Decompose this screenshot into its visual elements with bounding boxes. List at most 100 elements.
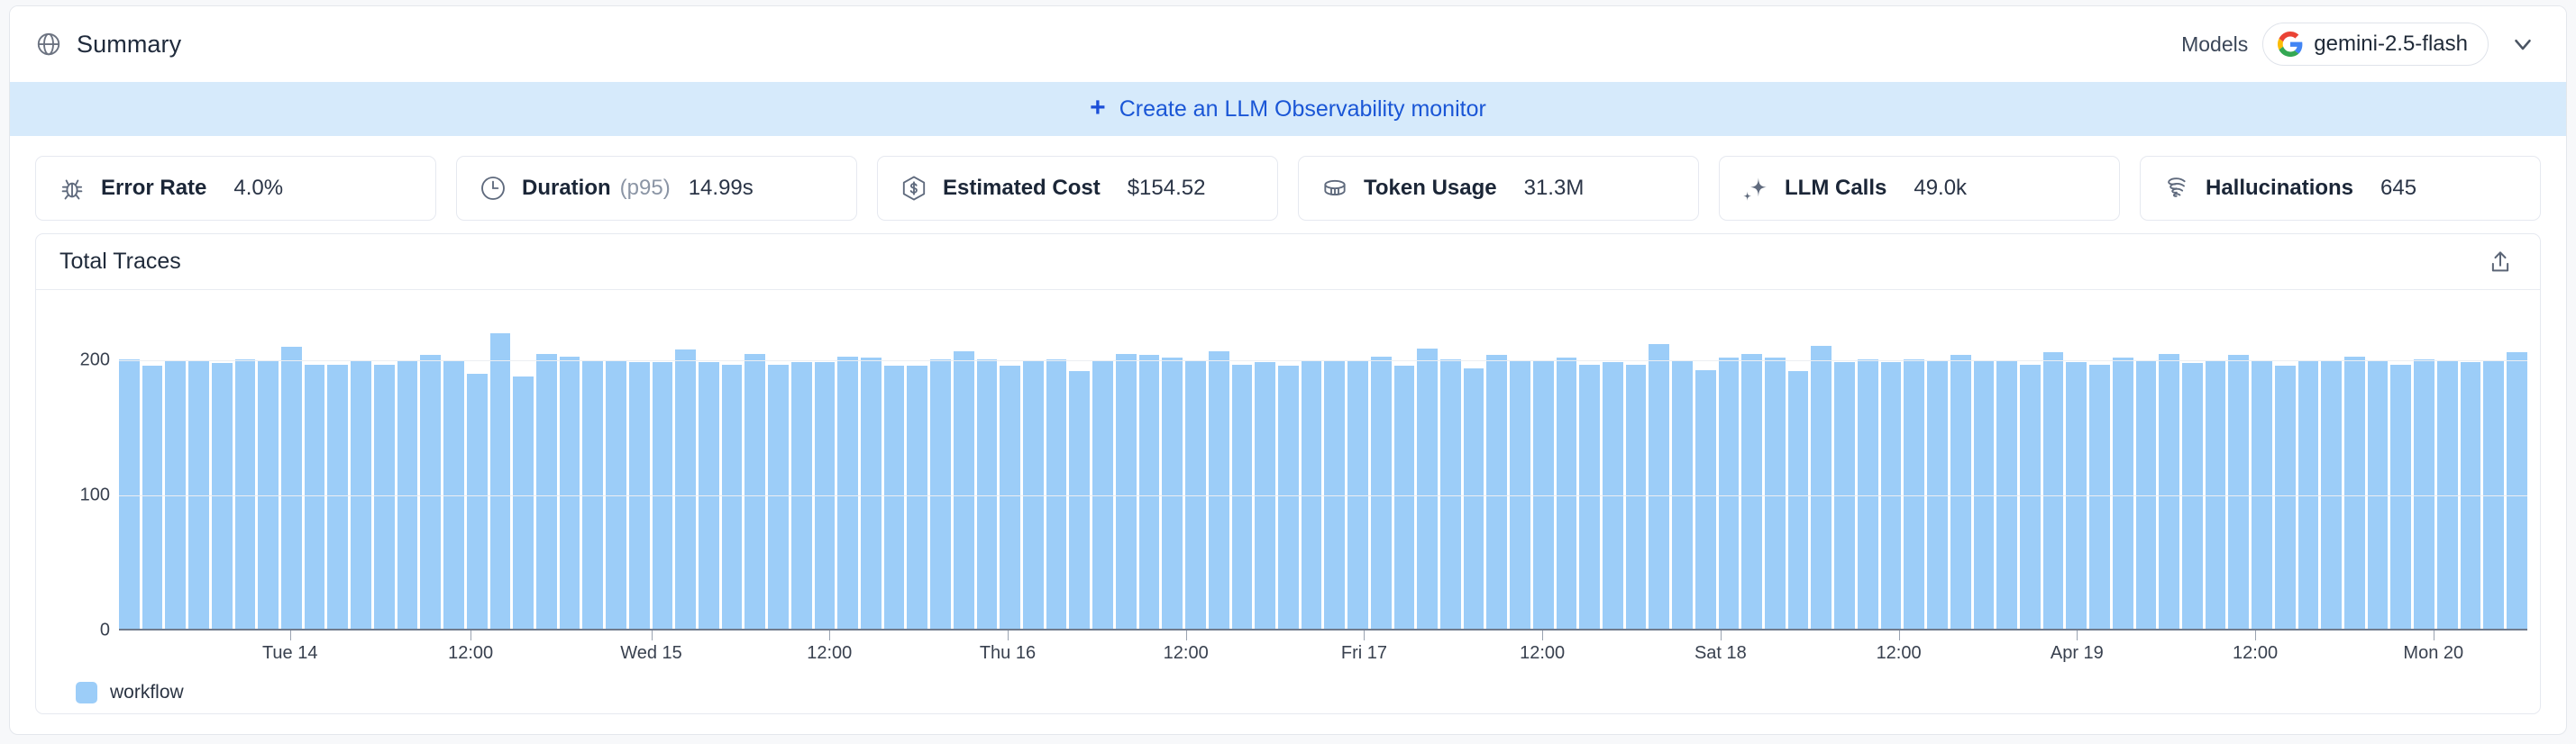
model-selector-chip[interactable]: gemini-2.5-flash — [2262, 23, 2489, 66]
bar[interactable] — [2228, 355, 2250, 631]
plus-icon: + — [1090, 93, 1106, 122]
bar[interactable] — [768, 364, 789, 631]
bar[interactable] — [513, 377, 534, 631]
bar[interactable] — [2390, 364, 2412, 631]
bar[interactable] — [883, 366, 905, 631]
x-axis-tick-label: Tue 14 — [261, 643, 318, 663]
bar[interactable] — [281, 347, 302, 631]
page-title: Summary — [77, 30, 182, 58]
bar[interactable] — [420, 355, 442, 631]
bar[interactable] — [1417, 348, 1438, 631]
gridline — [119, 360, 2527, 361]
metric-value: 4.0% — [233, 176, 284, 200]
metric-card-hallucinations[interactable]: Hallucinations 645 — [2140, 156, 2541, 221]
bar[interactable] — [1625, 364, 1647, 631]
bar[interactable] — [535, 353, 557, 631]
bar[interactable] — [1694, 369, 1716, 631]
create-monitor-banner[interactable]: + Create an LLM Observability monitor — [10, 82, 2566, 136]
bar[interactable] — [1486, 355, 1508, 631]
header-right-group: Models gemini-2.5-flash — [2181, 23, 2543, 66]
bar[interactable] — [930, 358, 951, 631]
metric-label: LLM Calls — [1785, 176, 1887, 200]
bar[interactable] — [466, 374, 488, 631]
bar[interactable] — [1787, 371, 1809, 631]
bar[interactable] — [1277, 366, 1299, 631]
legend-item-workflow[interactable]: workflow — [76, 682, 184, 703]
bar[interactable] — [373, 364, 395, 631]
bar[interactable] — [1579, 364, 1600, 631]
bar[interactable] — [1046, 358, 1067, 631]
bar[interactable] — [2089, 364, 2110, 631]
bar[interactable] — [1649, 344, 1670, 631]
metric-card-token-usage[interactable]: Token Usage 31.3M — [1298, 156, 1699, 221]
bar[interactable] — [1811, 345, 1832, 631]
bar[interactable] — [1904, 358, 1925, 631]
bar[interactable] — [976, 358, 998, 631]
models-label: Models — [2181, 32, 2249, 56]
bar[interactable] — [2344, 356, 2365, 631]
x-axis-tick-mark — [470, 631, 472, 640]
bar[interactable] — [2019, 364, 2041, 631]
bar[interactable] — [2414, 358, 2434, 631]
bar[interactable] — [1950, 355, 1971, 631]
bar[interactable] — [2181, 363, 2203, 631]
x-axis-tick-label: 12:00 — [448, 643, 494, 663]
bar[interactable] — [1718, 358, 1740, 631]
bar[interactable] — [2042, 352, 2064, 631]
bar[interactable] — [721, 364, 743, 631]
bar[interactable] — [142, 366, 163, 631]
bar[interactable] — [861, 358, 882, 631]
bar[interactable] — [1000, 366, 1021, 631]
metric-label: Error Rate — [101, 176, 207, 200]
bar[interactable] — [1857, 358, 1878, 631]
bar[interactable] — [559, 356, 580, 631]
chart-title: Total Traces — [59, 249, 181, 274]
bar[interactable] — [837, 356, 858, 631]
bar[interactable] — [1439, 358, 1461, 631]
bar[interactable] — [2507, 352, 2527, 631]
bar[interactable] — [1556, 358, 1577, 631]
bar[interactable] — [234, 358, 256, 631]
bar[interactable] — [304, 364, 325, 631]
metric-card-duration[interactable]: Duration (p95) 14.99s — [456, 156, 857, 221]
x-axis-tick-label: 12:00 — [1163, 643, 1209, 663]
metric-label: Duration — [522, 176, 611, 200]
metric-card-error-rate[interactable]: Error Rate 4.0% — [35, 156, 436, 221]
bar[interactable] — [1208, 350, 1229, 631]
x-axis-tick-mark — [2077, 631, 2078, 640]
bar[interactable] — [2159, 353, 2179, 631]
bar[interactable] — [1069, 371, 1091, 631]
metric-card-llm-calls[interactable]: LLM Calls 49.0k — [1719, 156, 2120, 221]
bar[interactable] — [1370, 356, 1392, 631]
bar[interactable] — [1231, 364, 1253, 631]
chevron-down-icon[interactable] — [2503, 24, 2543, 64]
bar[interactable] — [1741, 353, 1763, 631]
bar[interactable] — [953, 350, 974, 631]
bar[interactable] — [1138, 355, 1160, 631]
create-monitor-link[interactable]: Create an LLM Observability monitor — [1119, 95, 1486, 122]
x-axis-tick-label: Apr 19 — [2050, 643, 2104, 663]
bar[interactable] — [2274, 366, 2296, 631]
y-axis: 0 100 200 — [49, 306, 119, 640]
bar[interactable] — [119, 358, 140, 631]
google-g-icon — [2278, 32, 2303, 57]
bar[interactable] — [675, 349, 696, 631]
bar[interactable] — [907, 366, 928, 631]
x-axis-tick-label: Thu 16 — [979, 643, 1037, 663]
bar[interactable] — [211, 363, 233, 631]
bar[interactable] — [489, 333, 511, 631]
x-axis-line — [119, 629, 2527, 631]
bar[interactable] — [327, 364, 349, 631]
chart-header: Total Traces — [36, 234, 2540, 290]
bar[interactable] — [1765, 358, 1786, 631]
bar[interactable] — [1463, 368, 1484, 631]
bar[interactable] — [1115, 353, 1137, 631]
bar[interactable] — [1162, 358, 1183, 631]
bar[interactable] — [1393, 366, 1415, 631]
model-chip-label: gemini-2.5-flash — [2314, 32, 2468, 56]
metric-card-estimated-cost[interactable]: Estimated Cost $154.52 — [877, 156, 1278, 221]
export-icon[interactable] — [2480, 242, 2520, 282]
bar[interactable] — [2112, 358, 2133, 631]
bar[interactable] — [744, 353, 766, 631]
